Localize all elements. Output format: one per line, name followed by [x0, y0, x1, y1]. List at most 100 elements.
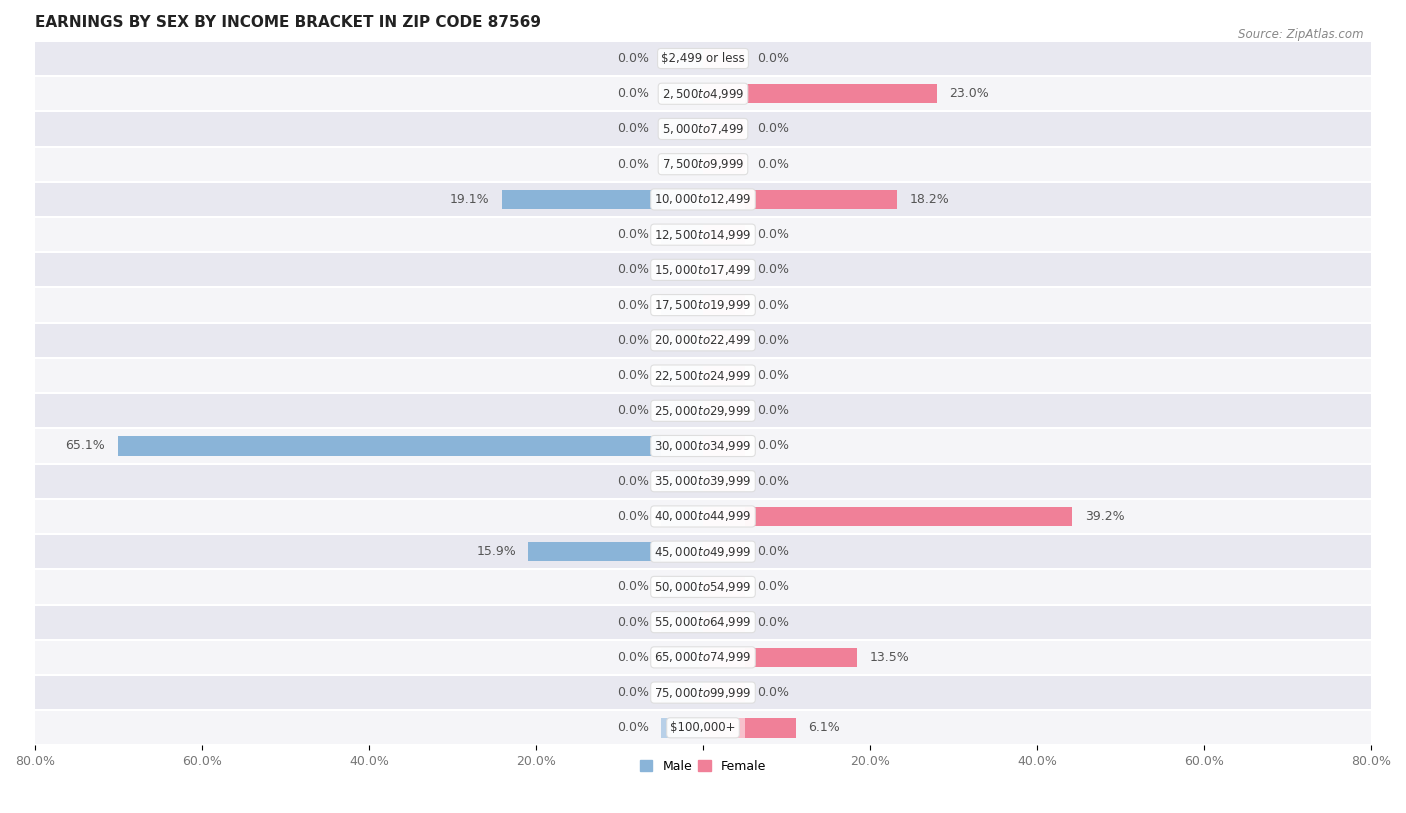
Text: 0.0%: 0.0%	[617, 123, 648, 136]
Bar	[703, 506, 1071, 526]
Bar	[35, 534, 1371, 569]
Text: 0.0%: 0.0%	[617, 580, 648, 593]
Bar	[35, 76, 1371, 111]
Text: 18.2%: 18.2%	[910, 193, 949, 206]
Text: $75,000 to $99,999: $75,000 to $99,999	[654, 685, 752, 700]
Bar	[703, 366, 745, 385]
Bar	[661, 542, 703, 561]
Bar	[703, 189, 897, 209]
Text: 0.0%: 0.0%	[758, 123, 789, 136]
Bar	[661, 295, 703, 315]
Bar	[703, 648, 745, 667]
Bar	[118, 437, 703, 456]
Text: 0.0%: 0.0%	[758, 580, 789, 593]
Text: 0.0%: 0.0%	[758, 615, 789, 628]
Bar	[35, 358, 1371, 393]
Bar	[703, 295, 745, 315]
Text: 23.0%: 23.0%	[949, 87, 988, 100]
Bar	[661, 437, 703, 456]
Bar	[661, 189, 703, 209]
Bar	[703, 84, 936, 103]
Bar	[35, 217, 1371, 252]
Bar	[35, 146, 1371, 182]
Text: 13.5%: 13.5%	[870, 651, 910, 664]
Bar	[35, 463, 1371, 499]
Text: $35,000 to $39,999: $35,000 to $39,999	[654, 474, 752, 489]
Bar	[661, 154, 703, 174]
Text: $10,000 to $12,499: $10,000 to $12,499	[654, 193, 752, 207]
Bar	[703, 49, 745, 68]
Bar	[703, 718, 796, 737]
Bar	[35, 393, 1371, 428]
Bar	[35, 605, 1371, 640]
Text: 0.0%: 0.0%	[758, 52, 789, 65]
Text: 0.0%: 0.0%	[617, 228, 648, 241]
Bar	[661, 84, 703, 103]
Bar	[661, 401, 703, 420]
Text: 0.0%: 0.0%	[617, 369, 648, 382]
Text: 0.0%: 0.0%	[617, 334, 648, 347]
Text: 0.0%: 0.0%	[758, 686, 789, 699]
Bar	[661, 225, 703, 245]
Text: 0.0%: 0.0%	[758, 546, 789, 559]
Text: 0.0%: 0.0%	[758, 263, 789, 276]
Text: 0.0%: 0.0%	[617, 158, 648, 171]
Bar	[502, 189, 703, 209]
Bar	[661, 506, 703, 526]
Bar	[703, 154, 745, 174]
Bar	[35, 640, 1371, 675]
Text: 0.0%: 0.0%	[758, 298, 789, 311]
Bar	[661, 472, 703, 491]
Text: 0.0%: 0.0%	[758, 228, 789, 241]
Text: $65,000 to $74,999: $65,000 to $74,999	[654, 650, 752, 664]
Text: 0.0%: 0.0%	[617, 615, 648, 628]
Text: 0.0%: 0.0%	[617, 475, 648, 488]
Text: $45,000 to $49,999: $45,000 to $49,999	[654, 545, 752, 559]
Text: $25,000 to $29,999: $25,000 to $29,999	[654, 404, 752, 418]
Text: $30,000 to $34,999: $30,000 to $34,999	[654, 439, 752, 453]
Text: $20,000 to $22,499: $20,000 to $22,499	[654, 333, 752, 347]
Bar	[35, 675, 1371, 711]
Text: 0.0%: 0.0%	[617, 52, 648, 65]
Text: 0.0%: 0.0%	[758, 369, 789, 382]
Text: 0.0%: 0.0%	[758, 158, 789, 171]
Bar	[703, 225, 745, 245]
Bar	[661, 366, 703, 385]
Bar	[35, 182, 1371, 217]
Bar	[661, 648, 703, 667]
Bar	[703, 683, 745, 702]
Text: $15,000 to $17,499: $15,000 to $17,499	[654, 263, 752, 277]
Bar	[661, 683, 703, 702]
Bar	[703, 437, 745, 456]
Bar	[703, 331, 745, 350]
Text: EARNINGS BY SEX BY INCOME BRACKET IN ZIP CODE 87569: EARNINGS BY SEX BY INCOME BRACKET IN ZIP…	[35, 15, 541, 30]
Text: $17,500 to $19,999: $17,500 to $19,999	[654, 298, 752, 312]
Legend: Male, Female: Male, Female	[636, 755, 770, 778]
Bar	[703, 577, 745, 597]
Bar	[661, 331, 703, 350]
Bar	[703, 260, 745, 280]
Text: 0.0%: 0.0%	[617, 298, 648, 311]
Text: 0.0%: 0.0%	[617, 651, 648, 664]
Text: 0.0%: 0.0%	[758, 334, 789, 347]
Bar	[661, 49, 703, 68]
Text: Source: ZipAtlas.com: Source: ZipAtlas.com	[1239, 28, 1364, 41]
Bar	[703, 718, 745, 737]
Text: 0.0%: 0.0%	[617, 87, 648, 100]
Text: 19.1%: 19.1%	[450, 193, 489, 206]
Text: 0.0%: 0.0%	[617, 510, 648, 523]
Bar	[661, 612, 703, 632]
Bar	[703, 542, 745, 561]
Text: $100,000+: $100,000+	[671, 721, 735, 734]
Bar	[35, 428, 1371, 463]
Bar	[661, 718, 703, 737]
Text: $2,499 or less: $2,499 or less	[661, 52, 745, 65]
Text: 15.9%: 15.9%	[477, 546, 516, 559]
Bar	[35, 499, 1371, 534]
Text: 0.0%: 0.0%	[617, 263, 648, 276]
Text: 0.0%: 0.0%	[758, 475, 789, 488]
Bar	[661, 260, 703, 280]
Bar	[703, 506, 745, 526]
Text: 6.1%: 6.1%	[808, 721, 839, 734]
Text: $55,000 to $64,999: $55,000 to $64,999	[654, 615, 752, 629]
